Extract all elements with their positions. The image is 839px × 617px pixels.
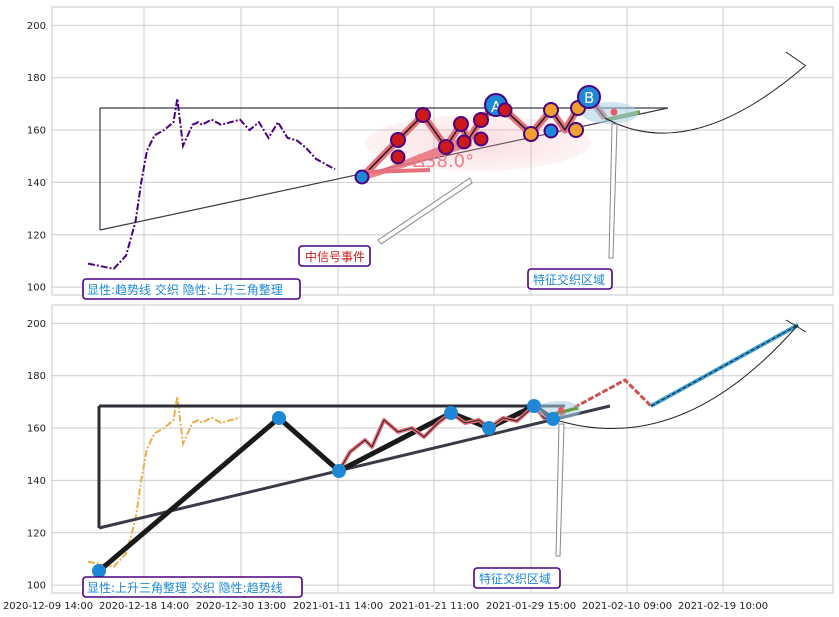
bottom-triangle-support (98, 404, 611, 530)
wave-node-b-label: B (584, 89, 594, 107)
top-zone-ellipse (582, 102, 638, 124)
y-tick-label: 160 (27, 424, 46, 435)
pattern-label-bottom: 显性:上升三角整理 交织 隐性:趋势线 (87, 580, 283, 595)
top-y-axis: 100 120 140 160 180 200 (27, 21, 46, 294)
wave-node (456, 134, 472, 150)
bottom-zone-marker (558, 407, 564, 413)
x-tick-label: 2021-01-21 11:00 (389, 601, 479, 612)
y-tick-label: 120 (27, 230, 46, 241)
wave-node (354, 169, 370, 185)
y-tick-label: 180 (27, 371, 46, 382)
x-axis: 2020-12-09 14:00 2020-12-18 14:00 2020-12-… (3, 601, 768, 612)
bottom-price-series (87, 396, 241, 568)
zigzag-node (272, 411, 286, 425)
wave-node (438, 139, 454, 155)
zone-arrow-top (608, 123, 618, 259)
signal-arrow (377, 177, 473, 245)
wave-node (473, 131, 489, 147)
y-tick-label: 140 (27, 178, 46, 189)
signal-label: 中信号事件 (305, 249, 365, 264)
pattern-label-top: 显性:趋势线 交织 隐性:上升三角整理 (87, 282, 283, 297)
x-tick-label: 2020-12-09 14:00 (3, 601, 93, 612)
y-tick-label: 100 (27, 283, 46, 294)
wave-node (415, 107, 431, 123)
zone-label-box-top (527, 268, 613, 290)
x-tick-label: 2021-02-19 10:00 (678, 601, 768, 612)
y-tick-label: 200 (27, 21, 46, 32)
x-tick-label: 2020-12-30 13:00 (196, 601, 286, 612)
wave-node-a-label: A (491, 98, 502, 116)
x-tick-label: 2020-12-18 14:00 (99, 601, 189, 612)
pattern-label-box-bottom (82, 576, 303, 598)
bottom-projection-blue-core (650, 324, 799, 407)
signal-label-box (298, 245, 371, 267)
zigzag-node (546, 412, 560, 426)
top-projection-arc (604, 65, 806, 134)
bottom-nodes (92, 399, 560, 578)
wave-node (543, 123, 559, 139)
wave-node (453, 116, 469, 132)
x-tick-label: 2021-02-10 09:00 (582, 601, 672, 612)
bottom-projection-short (552, 406, 579, 416)
top-angle-label: ∆38.0° (412, 151, 474, 172)
top-angle-base (361, 168, 431, 174)
y-tick-label: 180 (27, 73, 46, 84)
y-tick-label: 160 (27, 126, 46, 137)
zone-arrow-bottom (555, 423, 565, 557)
zone-label-box-bottom (473, 567, 561, 589)
y-tick-label: 120 (27, 528, 46, 539)
top-price-series (87, 98, 336, 270)
zigzag-node (482, 421, 496, 435)
top-panel: 100 120 140 160 180 200 ∆38.0° (27, 6, 834, 300)
zone-label-bottom: 特征交织区域 (479, 571, 551, 586)
zigzag-node (444, 406, 458, 420)
wave-node (568, 122, 584, 138)
y-tick-label: 200 (27, 319, 46, 330)
bottom-panel: 100 120 140 160 180 200 (27, 304, 834, 598)
wave-node (390, 132, 406, 148)
wave-node-b (577, 85, 601, 109)
bottom-projection-arc-cap (785, 319, 807, 333)
wave-node (543, 102, 559, 118)
top-zone-marker (610, 108, 618, 116)
pattern-label-box-top (82, 278, 301, 300)
bottom-y-axis: 100 120 140 160 180 200 (27, 319, 46, 592)
y-tick-label: 100 (27, 581, 46, 592)
x-tick-label: 2021-01-11 14:00 (293, 601, 383, 612)
zigzag-node (92, 564, 106, 578)
wave-node (523, 126, 539, 142)
zone-label-top: 特征交织区域 (533, 272, 605, 287)
wave-node (390, 149, 406, 165)
zigzag-node (332, 464, 346, 478)
wave-node (473, 112, 489, 128)
top-projection-arc-cap (785, 51, 807, 67)
top-wave-nodes: A B (354, 85, 601, 185)
y-tick-label: 140 (27, 476, 46, 487)
wave-node (497, 102, 513, 118)
bottom-wave-line (338, 405, 554, 472)
x-tick-label: 2021-01-29 15:00 (486, 601, 576, 612)
zigzag-node (527, 399, 541, 413)
bottom-projection-arc (552, 324, 799, 430)
bottom-plot-area (51, 304, 834, 594)
